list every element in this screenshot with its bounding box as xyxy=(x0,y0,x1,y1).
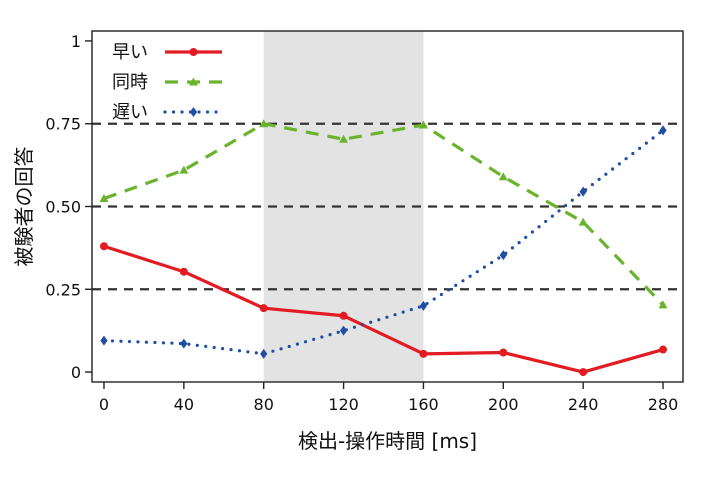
legend-entry-3: 遅い xyxy=(112,102,224,123)
data-point-2-3 xyxy=(339,134,349,143)
x-tick-label-7: 280 xyxy=(648,395,679,414)
data-point-3-5 xyxy=(499,250,507,261)
data-point-2-7 xyxy=(658,300,668,309)
x-tick-label-0: 0 xyxy=(99,395,109,414)
x-tick-label-4: 160 xyxy=(408,395,439,414)
data-point-2-0 xyxy=(99,194,109,203)
data-point-3-4 xyxy=(419,300,428,311)
legend-entry-2: 同時 xyxy=(112,72,222,93)
data-point-1-6 xyxy=(579,368,588,377)
x-axis-label: 検出-操作時間 [ms] xyxy=(298,429,477,453)
x-tick-label-3: 120 xyxy=(328,395,359,414)
y-tick-label-4: 1 xyxy=(71,32,81,51)
x-tick-label-2: 80 xyxy=(254,395,274,414)
y-tick-label-1: 0.25 xyxy=(45,280,81,299)
data-point-1-2 xyxy=(259,304,268,313)
data-point-2-6 xyxy=(578,217,588,226)
data-point-1-3 xyxy=(339,311,348,320)
data-point-2-4 xyxy=(418,120,428,129)
data-point-3-6 xyxy=(579,186,587,197)
series-line-2 xyxy=(103,122,665,306)
series-2 xyxy=(99,119,668,309)
series-1 xyxy=(99,242,668,377)
x-tick-label-6: 240 xyxy=(568,395,599,414)
legend-label-3: 遅い xyxy=(112,102,148,123)
data-point-1-1 xyxy=(179,267,188,276)
y-tick-label-3: 0.75 xyxy=(45,115,81,134)
data-point-1-4 xyxy=(419,349,428,358)
data-point-2-1 xyxy=(179,165,189,174)
data-point-3-0 xyxy=(100,335,108,346)
data-point-3-2 xyxy=(260,348,268,359)
legend-marker-2 xyxy=(189,77,198,86)
data-point-1-0 xyxy=(99,242,108,251)
series-3 xyxy=(100,125,667,359)
data-point-2-2 xyxy=(259,119,269,128)
x-tick-label-1: 40 xyxy=(174,395,194,414)
data-point-3-3 xyxy=(339,325,348,336)
data-point-1-5 xyxy=(499,348,508,357)
legend-marker-3 xyxy=(189,107,198,117)
data-point-3-1 xyxy=(180,338,188,349)
legend-entry-1: 早い xyxy=(112,42,222,63)
series-line-3 xyxy=(102,128,665,356)
legend-marker-1 xyxy=(189,48,198,56)
data-point-2-5 xyxy=(498,172,508,181)
x-tick-label-5: 200 xyxy=(488,395,519,414)
data-point-3-7 xyxy=(659,125,667,136)
legend-label-1: 早い xyxy=(112,42,148,63)
y-axis-label: 被験者の回答 xyxy=(12,147,36,267)
y-tick-label-0: 0 xyxy=(71,363,81,382)
y-tick-label-2: 0.50 xyxy=(45,198,81,217)
series-line-1 xyxy=(103,244,664,374)
legend-label-2: 同時 xyxy=(112,72,148,93)
data-point-1-7 xyxy=(659,345,668,354)
